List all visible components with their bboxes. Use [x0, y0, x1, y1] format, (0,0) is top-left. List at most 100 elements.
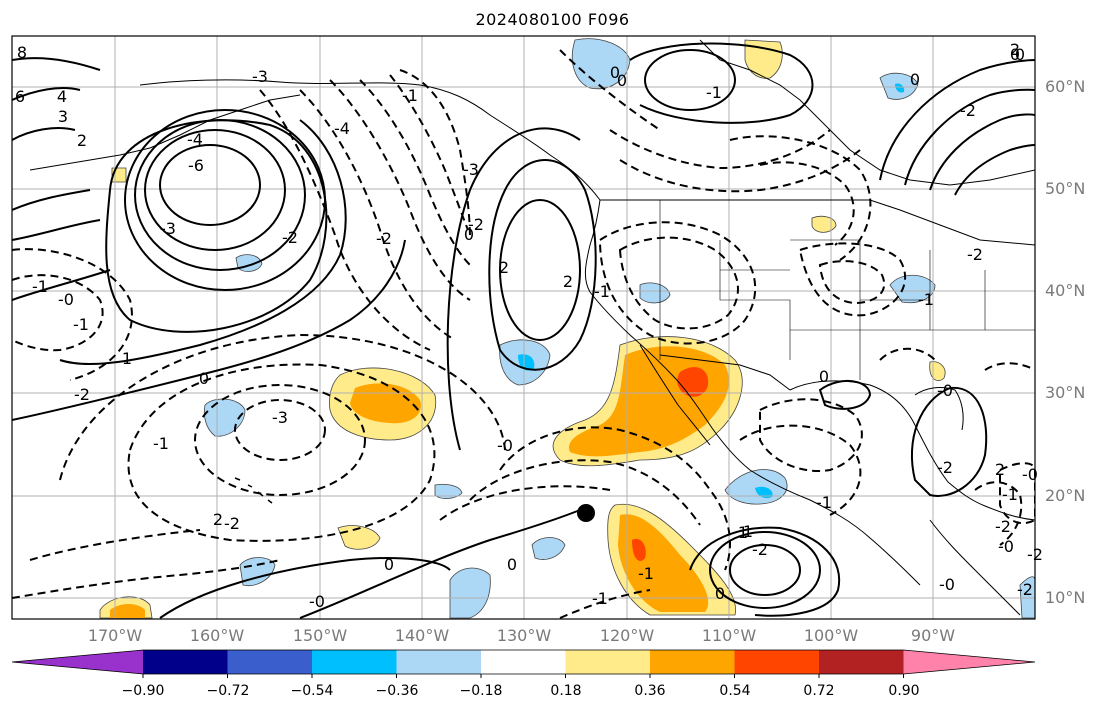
- contour-mexico-low: [759, 398, 863, 472]
- colorbar-tick-label: −0.36: [375, 683, 419, 699]
- contour-label: -1: [816, 493, 832, 512]
- baja-california: [639, 344, 711, 446]
- contour-label: -0: [1022, 465, 1038, 484]
- contour-low-east-pacific-3: [439, 485, 611, 521]
- warm-anomaly-small-4: [110, 604, 145, 618]
- contour-label: 0: [384, 555, 394, 574]
- lon-label-110w: 110°W: [701, 626, 757, 645]
- lon-label-130w: 130°W: [496, 626, 552, 645]
- florida: [914, 387, 964, 431]
- contour-label: 0: [610, 63, 620, 82]
- contour-label: -2: [960, 101, 976, 120]
- contour-north-ring: [629, 42, 814, 124]
- contour-low-trough-4: [389, 74, 469, 231]
- contour-label: 1: [743, 522, 753, 541]
- contour-north-low-3: [619, 149, 861, 193]
- contour-low-east-pacific-2: [469, 459, 701, 526]
- contour-label: 0: [910, 70, 920, 89]
- gridlines: [12, 36, 1035, 619]
- colorbar-segment: [819, 650, 904, 674]
- contour-label: 2: [1010, 40, 1020, 59]
- contour-label: -2: [224, 514, 240, 533]
- colorbar-tick-label: −0.72: [206, 683, 250, 699]
- contour-low-trough-3: [359, 79, 471, 266]
- contours-negative: [12, 49, 1035, 619]
- contour-label: 6: [15, 87, 25, 106]
- lon-label-140w: 140°W: [394, 626, 450, 645]
- cool-anomaly-small-2: [239, 557, 276, 587]
- contour-label: 0: [507, 555, 517, 574]
- contour-west-edge-4: [12, 189, 91, 211]
- cool-anomaly-small-8: [1019, 576, 1035, 619]
- contour-east-pacific-high-1: [709, 531, 821, 609]
- aleutian-islands: [29, 94, 301, 171]
- contour-west-edge: [12, 57, 101, 71]
- greenland-canada-coast: [699, 39, 1035, 186]
- contour-label: 2: [499, 258, 509, 277]
- lon-label-160w: 160°W: [189, 626, 245, 645]
- contour-label: -0: [309, 592, 325, 611]
- contour-label: -0: [937, 381, 953, 400]
- contour-low-central-0: [59, 333, 506, 481]
- contour-east-pacific-high-0: [689, 526, 841, 617]
- contour-gulf-high: [910, 386, 988, 497]
- colorbar-tick-label: −0.90: [121, 683, 165, 699]
- contour-label: -1: [592, 589, 608, 608]
- contour-label: -3: [463, 160, 479, 179]
- contour-label: -1: [402, 86, 418, 105]
- colorbar-segment: [481, 650, 566, 674]
- contour-label: -2: [468, 215, 484, 234]
- lat-label-40n: 40°N: [1045, 281, 1086, 300]
- colorbar-segment: [227, 650, 313, 674]
- contour-north-low-2: [609, 129, 831, 170]
- cool-anomaly-north-pacific: [571, 38, 631, 90]
- contour-label: -2: [937, 458, 953, 477]
- contour-west-edge-2: [12, 87, 81, 101]
- colorbar: [11, 649, 1036, 678]
- alaska-coastline: [139, 79, 601, 201]
- contour-label: -1: [918, 290, 934, 309]
- warm-anomaly-east-pacific-core: [618, 514, 709, 612]
- contour-alaska-low: [399, 69, 471, 241]
- warm-anomaly-east-pacific-max: [632, 538, 646, 561]
- cool-anomaly-mexico-pacific: [724, 469, 788, 505]
- colorbar-segment: [312, 650, 397, 674]
- contour-west-edge-3: [12, 127, 76, 141]
- contour-mexico-low-2: [739, 424, 862, 516]
- lat-label-20n: 20°N: [1045, 486, 1086, 505]
- warm-anomaly-small-5: [811, 215, 837, 233]
- colorbar-segment: [396, 650, 482, 674]
- contour-low-central-2: [194, 384, 366, 496]
- contour-west-1: [12, 269, 111, 301]
- colorbar-extend-min: [12, 650, 143, 674]
- contour-label: 0: [1015, 45, 1025, 64]
- contour-northeast-high-3: [929, 113, 1035, 191]
- contour-us-east-low: [798, 242, 906, 317]
- colorbar-tick-label: 0.54: [719, 683, 751, 699]
- contour-low-trough-5: [259, 89, 431, 351]
- contour-low-east-pacific-1: [499, 426, 731, 571]
- contour-label: 4: [57, 87, 67, 106]
- contour-label: 0: [819, 367, 829, 386]
- colorbar-segment: [565, 650, 651, 674]
- contours-positive: [12, 42, 1035, 619]
- contour-label: -0: [58, 290, 74, 309]
- contour-label: -1: [706, 83, 722, 102]
- contour-label: -3: [252, 67, 268, 86]
- warm-anomaly-small-6: [929, 361, 946, 381]
- contour-tropical-1: [159, 557, 451, 619]
- us-canada-border: [600, 199, 1035, 246]
- contour-northeast-high-2: [904, 88, 1035, 186]
- contour-label: 2: [995, 460, 1005, 479]
- contour-tropical-0: [299, 509, 581, 619]
- lat-label-50n: 50°N: [1045, 179, 1086, 198]
- contour-low-central-3: [234, 399, 326, 461]
- contour-high-center-3: [124, 109, 326, 291]
- contour-label: -1: [1002, 485, 1018, 504]
- contour-label: 2: [213, 510, 223, 529]
- contour-high-ring-1: [59, 119, 347, 365]
- contour-high-center-6: [159, 144, 261, 226]
- state-lines: [659, 200, 1035, 380]
- contour-label: 0: [199, 369, 209, 388]
